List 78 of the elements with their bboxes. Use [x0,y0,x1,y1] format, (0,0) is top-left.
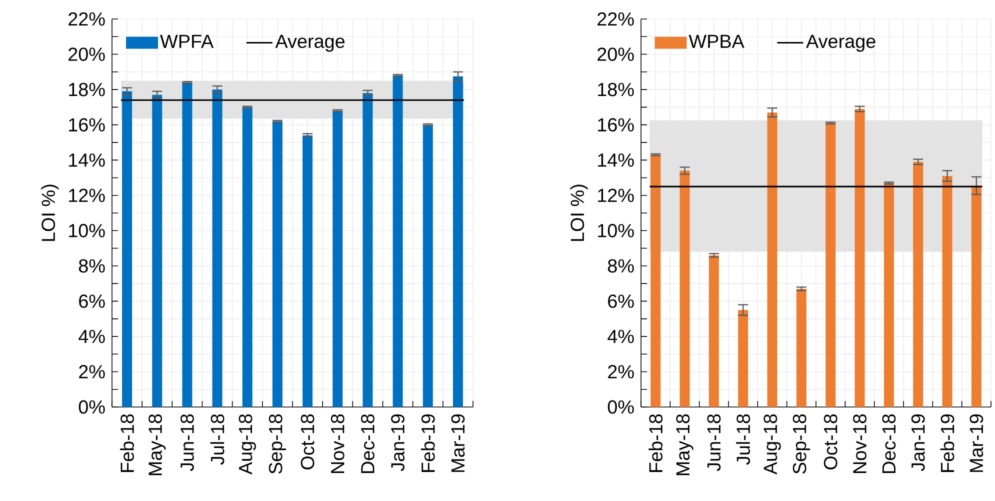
y-tick-label: 20% [598,48,634,61]
y-tick-label: 12% [598,188,634,202]
bar [302,135,313,407]
x-tick-label: Dec-18 [361,414,374,473]
y-axis-title: LOI %) [570,184,588,241]
y-tick-label: 18% [598,82,634,96]
legend-label: Average [275,34,345,52]
y-tick-label: 14% [598,153,634,167]
y-tick-label: 8% [78,259,105,273]
bar [422,124,433,407]
x-tick-label: Feb-18 [120,414,134,472]
bar [452,76,463,407]
x-tick-label: Nov-18 [330,414,344,473]
y-tick-label: 22% [598,12,634,26]
x-tick-label: Nov-18 [853,414,866,473]
x-tick-label: May-18 [148,414,166,476]
y-tick-label: 14% [69,153,105,167]
y-tick-label: 4% [78,330,105,344]
x-tick-label: Oct-18 [300,414,314,470]
y-tick-label: 22% [68,12,105,26]
y-tick-label: 0% [78,400,105,414]
legend-label: Average [806,34,876,52]
y-tick-label: 10% [598,224,634,238]
x-tick-label: Feb-19 [940,414,954,472]
y-tick-label: 2% [79,365,105,378]
x-tick-label: Aug-18 [238,414,256,475]
bar [122,91,132,407]
y-tick-label: 6% [608,294,634,308]
bar [826,123,836,407]
x-tick-label: Jul-18 [736,414,750,465]
y-tick-label: 8% [608,259,634,273]
bar [332,110,343,407]
y-tick-label: 16% [69,118,105,132]
y-tick-label: 16% [598,118,634,132]
x-tick-label: Jun-18 [180,414,194,472]
x-tick-label: Jul-18 [210,414,224,465]
x-tick-label: May-18 [676,414,694,476]
legend-label: WPBA [688,34,744,48]
bar [272,121,282,407]
bar [242,107,252,407]
bar [650,154,661,407]
bar [767,112,778,407]
y-tick-label: 20% [68,48,105,61]
x-tick-label: Jan-19 [911,414,925,472]
bar [796,288,806,407]
x-tick-label: Oct-18 [824,414,838,470]
bar [182,82,192,407]
bar [680,170,690,407]
bar [212,90,222,407]
y-tick-label: 10% [69,224,105,238]
x-tick-label: Dec-18 [882,414,896,473]
x-tick-label: Aug-18 [764,414,781,475]
bar [942,176,952,407]
x-tick-label: Jan-19 [391,414,404,472]
x-tick-label: Feb-18 [648,414,663,472]
x-tick-label: Sep-18 [792,414,810,474]
bar [738,310,748,407]
bar [362,93,373,407]
x-tick-label: Feb-19 [420,414,435,472]
y-axis-title: LOI %) [41,184,59,241]
y-tick-label: 2% [608,365,634,378]
bar [971,186,982,407]
bar [854,108,865,407]
bar [884,183,894,407]
x-tick-label: Jun-18 [707,414,721,472]
y-tick-label: 12% [69,188,105,202]
y-tick-label: 6% [79,294,105,308]
x-tick-label: Mar-19 [451,414,465,472]
x-tick-label: Sep-18 [268,414,286,474]
y-tick-label: 18% [69,82,105,96]
y-tick-label: 0% [608,400,634,414]
bar [152,94,162,407]
legend-label: WPFA [160,34,214,48]
bar [708,255,719,407]
y-tick-label: 4% [608,330,634,344]
bar [913,162,924,407]
x-tick-label: Mar-19 [970,414,984,472]
bar [392,75,403,407]
